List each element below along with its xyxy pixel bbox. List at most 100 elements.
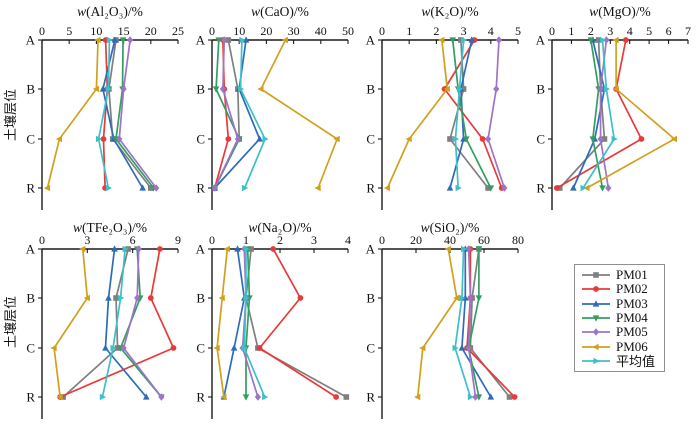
legend-average-marker-icon (582, 357, 610, 365)
marker-triangle-left (438, 36, 445, 44)
series-line-平均值 (454, 39, 465, 189)
marker-triangle-left (79, 245, 86, 253)
marker-triangle-down (475, 246, 483, 253)
marker-triangle-up (142, 393, 150, 400)
marker-triangle-up (487, 393, 495, 400)
series-line-PM02 (59, 248, 175, 398)
series-line-PM06 (53, 248, 89, 398)
marker-triangle-right (455, 184, 462, 192)
category-label: C (366, 341, 375, 356)
x-tick-label: 5 (515, 24, 521, 38)
x-tick-label: 0 (209, 24, 215, 38)
title-formula: (MgO)/% (598, 4, 651, 19)
category-label: R (366, 181, 375, 196)
marker-triangle-down (463, 136, 470, 143)
title-symbol: w (251, 4, 261, 19)
marker-circle (170, 345, 177, 351)
series-line-PM06 (216, 248, 229, 398)
series-line-PM06 (260, 39, 338, 189)
series-line-PM06 (586, 40, 676, 189)
category-label: C (366, 132, 375, 147)
marker-diamond (120, 344, 127, 352)
chart-title: w(CaO)/% (212, 5, 348, 19)
marker-triangle-right (110, 344, 117, 352)
legend-pm02-marker-icon (582, 286, 610, 293)
x-tick-label: 25 (172, 24, 184, 38)
chart-title: w(Al₂O₃)/% (42, 5, 178, 19)
marker-triangle-up (468, 36, 476, 43)
category-label: A (366, 33, 376, 48)
title-symbol: w (589, 4, 599, 19)
chart-title: w(MgO)/% (552, 5, 688, 19)
marker-triangle-right (611, 135, 618, 143)
chart-k2o-plot: 0 1 2 3 4 5 A B C R (366, 24, 521, 210)
marker-diamond (127, 36, 134, 44)
marker-triangle-left (55, 135, 63, 143)
series-line-平均值 (239, 39, 266, 189)
chart-title: w(TFe₂O₃)/% (42, 221, 178, 235)
series-line-PM01 (62, 248, 129, 398)
marker-square (556, 185, 563, 191)
title-symbol: w (421, 4, 431, 19)
series-line-PM05 (118, 39, 157, 189)
marker-triangle-left (592, 343, 599, 350)
marker-circle (100, 136, 107, 142)
marker-triangle-left (83, 294, 90, 302)
marker-triangle-up (242, 36, 250, 43)
category-label: R (26, 390, 35, 405)
x-tick-label: 3 (84, 233, 90, 247)
category-label: C (26, 132, 35, 147)
marker-triangle-left (444, 245, 451, 253)
category-label: B (366, 82, 375, 97)
legend-item-pm03: PM03 (581, 295, 655, 311)
marker-square (458, 37, 464, 43)
marker-diamond (493, 85, 500, 93)
marker-triangle-right (459, 294, 466, 302)
marker-diamond (495, 36, 503, 44)
x-tick-label: 4 (488, 24, 494, 38)
category-label: R (196, 181, 205, 196)
marker-circle (479, 136, 486, 142)
marker-circle (297, 295, 304, 301)
chart-tfe2o3: 0 3 6 9 A B C R w(TFe₂O₃)/% (22, 215, 192, 424)
legend-pm03-marker-icon (582, 300, 610, 307)
marker-triangle-right (580, 184, 587, 192)
series-line-PM02 (443, 39, 503, 189)
marker-circle (156, 246, 163, 252)
series-line-PM01 (245, 248, 347, 398)
y-axis-label-bottom-row: 土壤层位 (3, 296, 18, 349)
marker-triangle-left (92, 85, 99, 93)
marker-triangle-left (281, 36, 289, 44)
marker-triangle-right (603, 85, 610, 93)
chart-k2o: 0 1 2 3 4 5 A B C R w(K₂O)/% (362, 4, 532, 215)
marker-triangle-up (105, 294, 112, 301)
marker-diamond (120, 85, 127, 93)
legend-item-average: 平均值 (581, 354, 655, 369)
marker-triangle-right (239, 36, 246, 44)
marker-diamond (135, 245, 142, 253)
marker-triangle-left (50, 344, 57, 352)
x-tick-label: 0 (39, 24, 45, 38)
marker-circle (225, 136, 232, 142)
marker-triangle-down (592, 315, 600, 322)
axes (381, 248, 518, 419)
legend-label: PM06 (616, 338, 648, 354)
marker-diamond (221, 36, 228, 44)
x-tick-label: 0 (379, 24, 385, 38)
x-tick-label: 50 (342, 24, 354, 38)
series-line-PM03 (214, 39, 261, 189)
chart-na2o-plot: 0 1 2 3 4 A B C R (196, 233, 351, 419)
series-line-平均值 (97, 39, 111, 189)
x-tick-label: 2 (433, 24, 439, 38)
marker-circle (593, 286, 599, 293)
marker-triangle-left (383, 184, 391, 192)
legend-label: PM03 (616, 295, 648, 311)
x-tick-label: 2 (277, 233, 283, 247)
marker-triangle-left (218, 294, 225, 302)
x-tick-label: 3 (311, 233, 317, 247)
series-line-PM06 (46, 39, 99, 189)
x-tick-label: 20 (410, 233, 422, 247)
category-label: B (196, 82, 205, 97)
marker-triangle-down (449, 37, 457, 44)
category-label: C (536, 132, 545, 147)
